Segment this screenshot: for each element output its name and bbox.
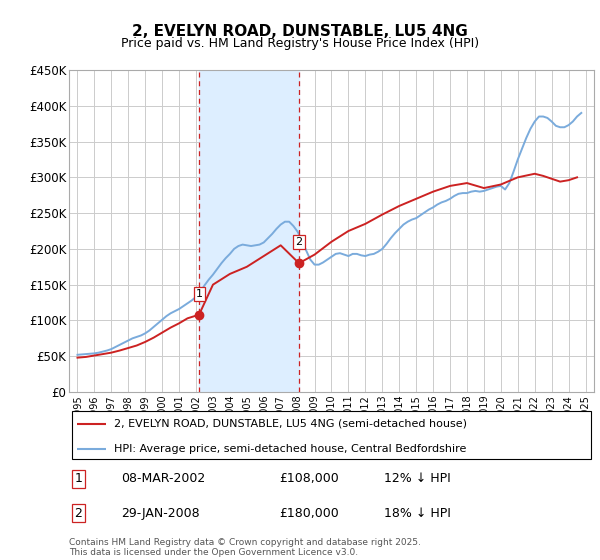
Text: Price paid vs. HM Land Registry's House Price Index (HPI): Price paid vs. HM Land Registry's House … [121,37,479,50]
Text: 08-MAR-2002: 08-MAR-2002 [121,473,206,486]
Text: HPI: Average price, semi-detached house, Central Bedfordshire: HPI: Average price, semi-detached house,… [113,444,466,454]
Bar [199,70,299,392]
Text: 1: 1 [196,289,203,299]
Text: Contains HM Land Registry data © Crown copyright and database right 2025.
This d: Contains HM Land Registry data © Crown c… [69,538,421,557]
Text: 29-JAN-2008: 29-JAN-2008 [121,507,200,520]
Text: 1: 1 [74,473,82,486]
Text: 2, EVELYN ROAD, DUNSTABLE, LU5 4NG (semi-detached house): 2, EVELYN ROAD, DUNSTABLE, LU5 4NG (semi… [113,419,467,429]
Text: 2: 2 [295,237,302,248]
Text: £180,000: £180,000 [279,507,339,520]
Text: £108,000: £108,000 [279,473,339,486]
Text: 2: 2 [74,507,82,520]
FancyBboxPatch shape [71,412,592,459]
Text: 2, EVELYN ROAD, DUNSTABLE, LU5 4NG: 2, EVELYN ROAD, DUNSTABLE, LU5 4NG [132,24,468,39]
Text: 18% ↓ HPI: 18% ↓ HPI [384,507,451,520]
Text: 12% ↓ HPI: 12% ↓ HPI [384,473,451,486]
